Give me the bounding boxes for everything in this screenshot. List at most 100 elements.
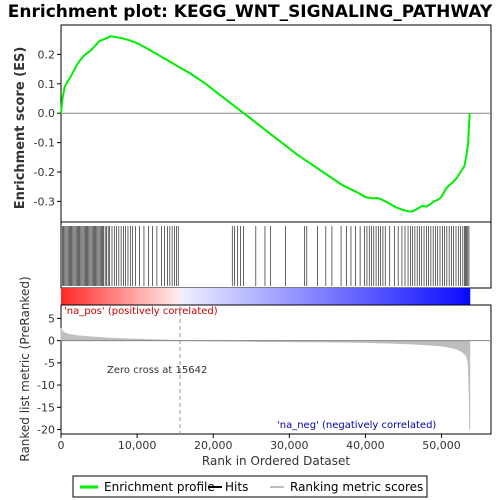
band-segment [180, 288, 185, 305]
band-segment [101, 288, 106, 305]
band-segment [108, 288, 113, 305]
band-segment [74, 288, 79, 305]
band-segment [135, 288, 140, 305]
zero-cross-label: Zero cross at 15642 [107, 365, 207, 376]
legend-box [72, 475, 428, 498]
ranking-metric-area [60, 327, 471, 430]
band-segment [340, 288, 345, 305]
band-segment [367, 288, 372, 305]
band-segment [456, 288, 461, 305]
es-y-tick-label: -0.3 [34, 195, 55, 208]
band-segment [197, 288, 202, 305]
band-segment [275, 288, 280, 305]
band-segment [214, 288, 219, 305]
x-tick-label: 50,000 [422, 439, 461, 452]
band-segment [105, 288, 110, 305]
band-segment [384, 288, 389, 305]
band-segment [251, 288, 256, 305]
band-segment [333, 288, 338, 305]
es-y-tick-label: 0.2 [38, 48, 56, 61]
band-segment [347, 288, 352, 305]
legend-label: Hits [225, 480, 248, 494]
band-segment [176, 288, 181, 305]
band-segment [241, 288, 246, 305]
band-segment [282, 288, 287, 305]
band-segment [258, 288, 263, 305]
band-segment [435, 288, 440, 305]
band-segment [255, 288, 260, 305]
band-segment [193, 288, 198, 305]
band-segment [78, 288, 83, 305]
band-segment [173, 288, 178, 305]
x-axis-label: Rank in Ordered Dataset [202, 454, 350, 468]
band-segment [244, 288, 249, 305]
band-segment [146, 288, 151, 305]
band-segment [221, 288, 226, 305]
band-segment [64, 288, 69, 305]
band-segment [432, 288, 437, 305]
band-segment [449, 288, 454, 305]
band-segment [207, 288, 212, 305]
band-segment [394, 288, 399, 305]
es-y-axis: -0.3 -0.2 -0.1 0.0 0.1 0.2 [34, 48, 61, 208]
band-segment [139, 288, 144, 305]
es-y-axis-label: Enrichment score (ES) [13, 47, 28, 210]
band-segment [224, 288, 229, 305]
x-tick-label: 10,000 [118, 439, 157, 452]
band-segment [278, 288, 283, 305]
band-segment [336, 288, 341, 305]
rank-color-band [61, 288, 471, 305]
band-segment [125, 288, 130, 305]
metric-y-tick-label: -5 [44, 357, 55, 370]
band-segment [81, 288, 86, 305]
band-segment [67, 288, 72, 305]
band-segment [391, 288, 396, 305]
band-segment [398, 288, 403, 305]
band-segment [122, 288, 127, 305]
band-segment [261, 288, 266, 305]
metric-y-tick-label: 0 [48, 335, 55, 348]
x-axis: 0 10,000 20,000 30,000 40,000 50,000 [58, 434, 461, 452]
band-segment [302, 288, 307, 305]
band-segment [166, 288, 171, 305]
enrichment-profile-line [60, 35, 471, 213]
band-segment [425, 288, 430, 305]
band-segment [374, 288, 379, 305]
x-tick-label: 30,000 [270, 439, 309, 452]
band-segment [350, 288, 355, 305]
band-segment [98, 288, 103, 305]
band-segment [118, 288, 123, 305]
band-segment [289, 288, 294, 305]
band-segment [292, 288, 297, 305]
x-tick-label: 0 [58, 439, 65, 452]
band-segment [210, 288, 215, 305]
band-segment [204, 288, 209, 305]
band-segment [227, 288, 232, 305]
band-segment [200, 288, 205, 305]
es-y-tick-label: -0.1 [34, 137, 55, 150]
band-segment [370, 288, 375, 305]
band-segment [422, 288, 427, 305]
band-segment [265, 288, 270, 305]
band-segment [326, 288, 331, 305]
metric-panel-frame [60, 304, 492, 435]
es-panel-frame [60, 24, 492, 223]
band-segment [129, 288, 134, 305]
band-segment [428, 288, 433, 305]
band-segment [462, 288, 467, 305]
band-segment [459, 288, 464, 305]
band-segment [415, 288, 420, 305]
band-segment [238, 288, 243, 305]
es-y-tick-label: 0.1 [38, 78, 56, 91]
band-segment [61, 288, 66, 305]
band-segment [381, 288, 386, 305]
band-segment [142, 288, 147, 305]
band-segment [268, 288, 273, 305]
band-segment [313, 288, 318, 305]
x-tick-label: 40,000 [346, 439, 385, 452]
chart-title: Enrichment plot: KEGG_WNT_SIGNALING_PATH… [8, 2, 493, 22]
band-segment [91, 288, 96, 305]
band-segment [439, 288, 444, 305]
band-segment [285, 288, 290, 305]
